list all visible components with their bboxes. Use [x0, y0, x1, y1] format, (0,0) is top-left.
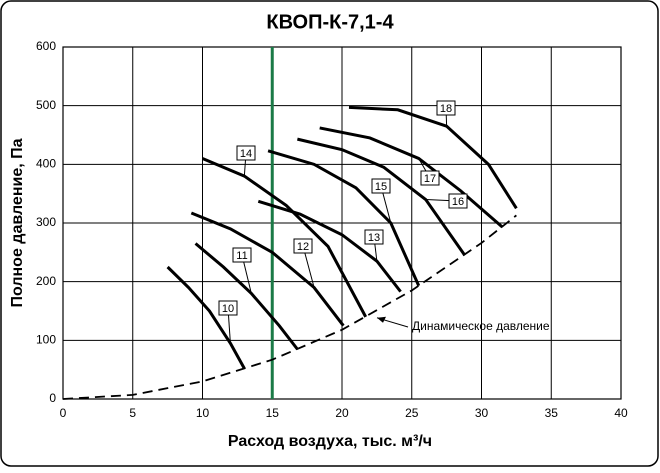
legend-label: 10	[222, 303, 234, 315]
x-tick-label: 15	[266, 406, 280, 420]
curve	[190, 211, 345, 327]
chart-title: КВОП-К-7,1-4	[266, 11, 394, 33]
label-box	[364, 229, 384, 245]
legend-label: 12	[297, 241, 309, 253]
y-tick-label: 600	[36, 39, 56, 53]
curve	[267, 149, 421, 287]
x-axis-label: Расход воздуха, тыс. м³/ч	[228, 433, 432, 450]
label-box	[236, 145, 256, 161]
curve	[201, 157, 368, 318]
x-tick-label: 10	[196, 406, 210, 420]
legend-label: 16	[452, 196, 464, 208]
label-box	[436, 100, 456, 116]
label-box	[232, 247, 252, 263]
x-tick-label: 30	[475, 406, 489, 420]
curve	[297, 137, 466, 257]
annotation-arrow	[377, 316, 386, 323]
y-tick-label: 100	[36, 333, 56, 347]
label-box	[448, 193, 468, 209]
x-tick-label: 35	[545, 406, 559, 420]
y-tick-label: 300	[36, 215, 56, 229]
label-box	[420, 170, 440, 186]
legend-label: 11	[236, 250, 247, 262]
legend-label: 18	[440, 103, 452, 115]
curve	[257, 199, 402, 293]
y-tick-label: 200	[36, 274, 56, 288]
label-box	[293, 238, 313, 254]
x-tick-label: 5	[129, 406, 136, 420]
x-tick-label: 25	[405, 406, 419, 420]
y-tick-label: 400	[36, 157, 56, 171]
y-axis-label: Полное давление, Па	[9, 138, 26, 307]
x-tick-label: 40	[614, 406, 628, 420]
label-box	[371, 178, 391, 194]
x-tick-label: 0	[60, 406, 67, 420]
y-tick-label: 500	[36, 98, 56, 112]
legend-label: 13	[368, 232, 380, 244]
legend-label: 17	[424, 173, 436, 185]
legend-label: 14	[240, 148, 252, 160]
annotation: Динамическое давление	[412, 319, 550, 333]
legend-label: 15	[375, 181, 387, 193]
dynamic-pressure-line	[62, 214, 517, 400]
y-tick-label: 0	[49, 391, 56, 405]
x-tick-label: 20	[335, 406, 349, 420]
curve	[166, 265, 246, 370]
label-box	[218, 300, 238, 316]
